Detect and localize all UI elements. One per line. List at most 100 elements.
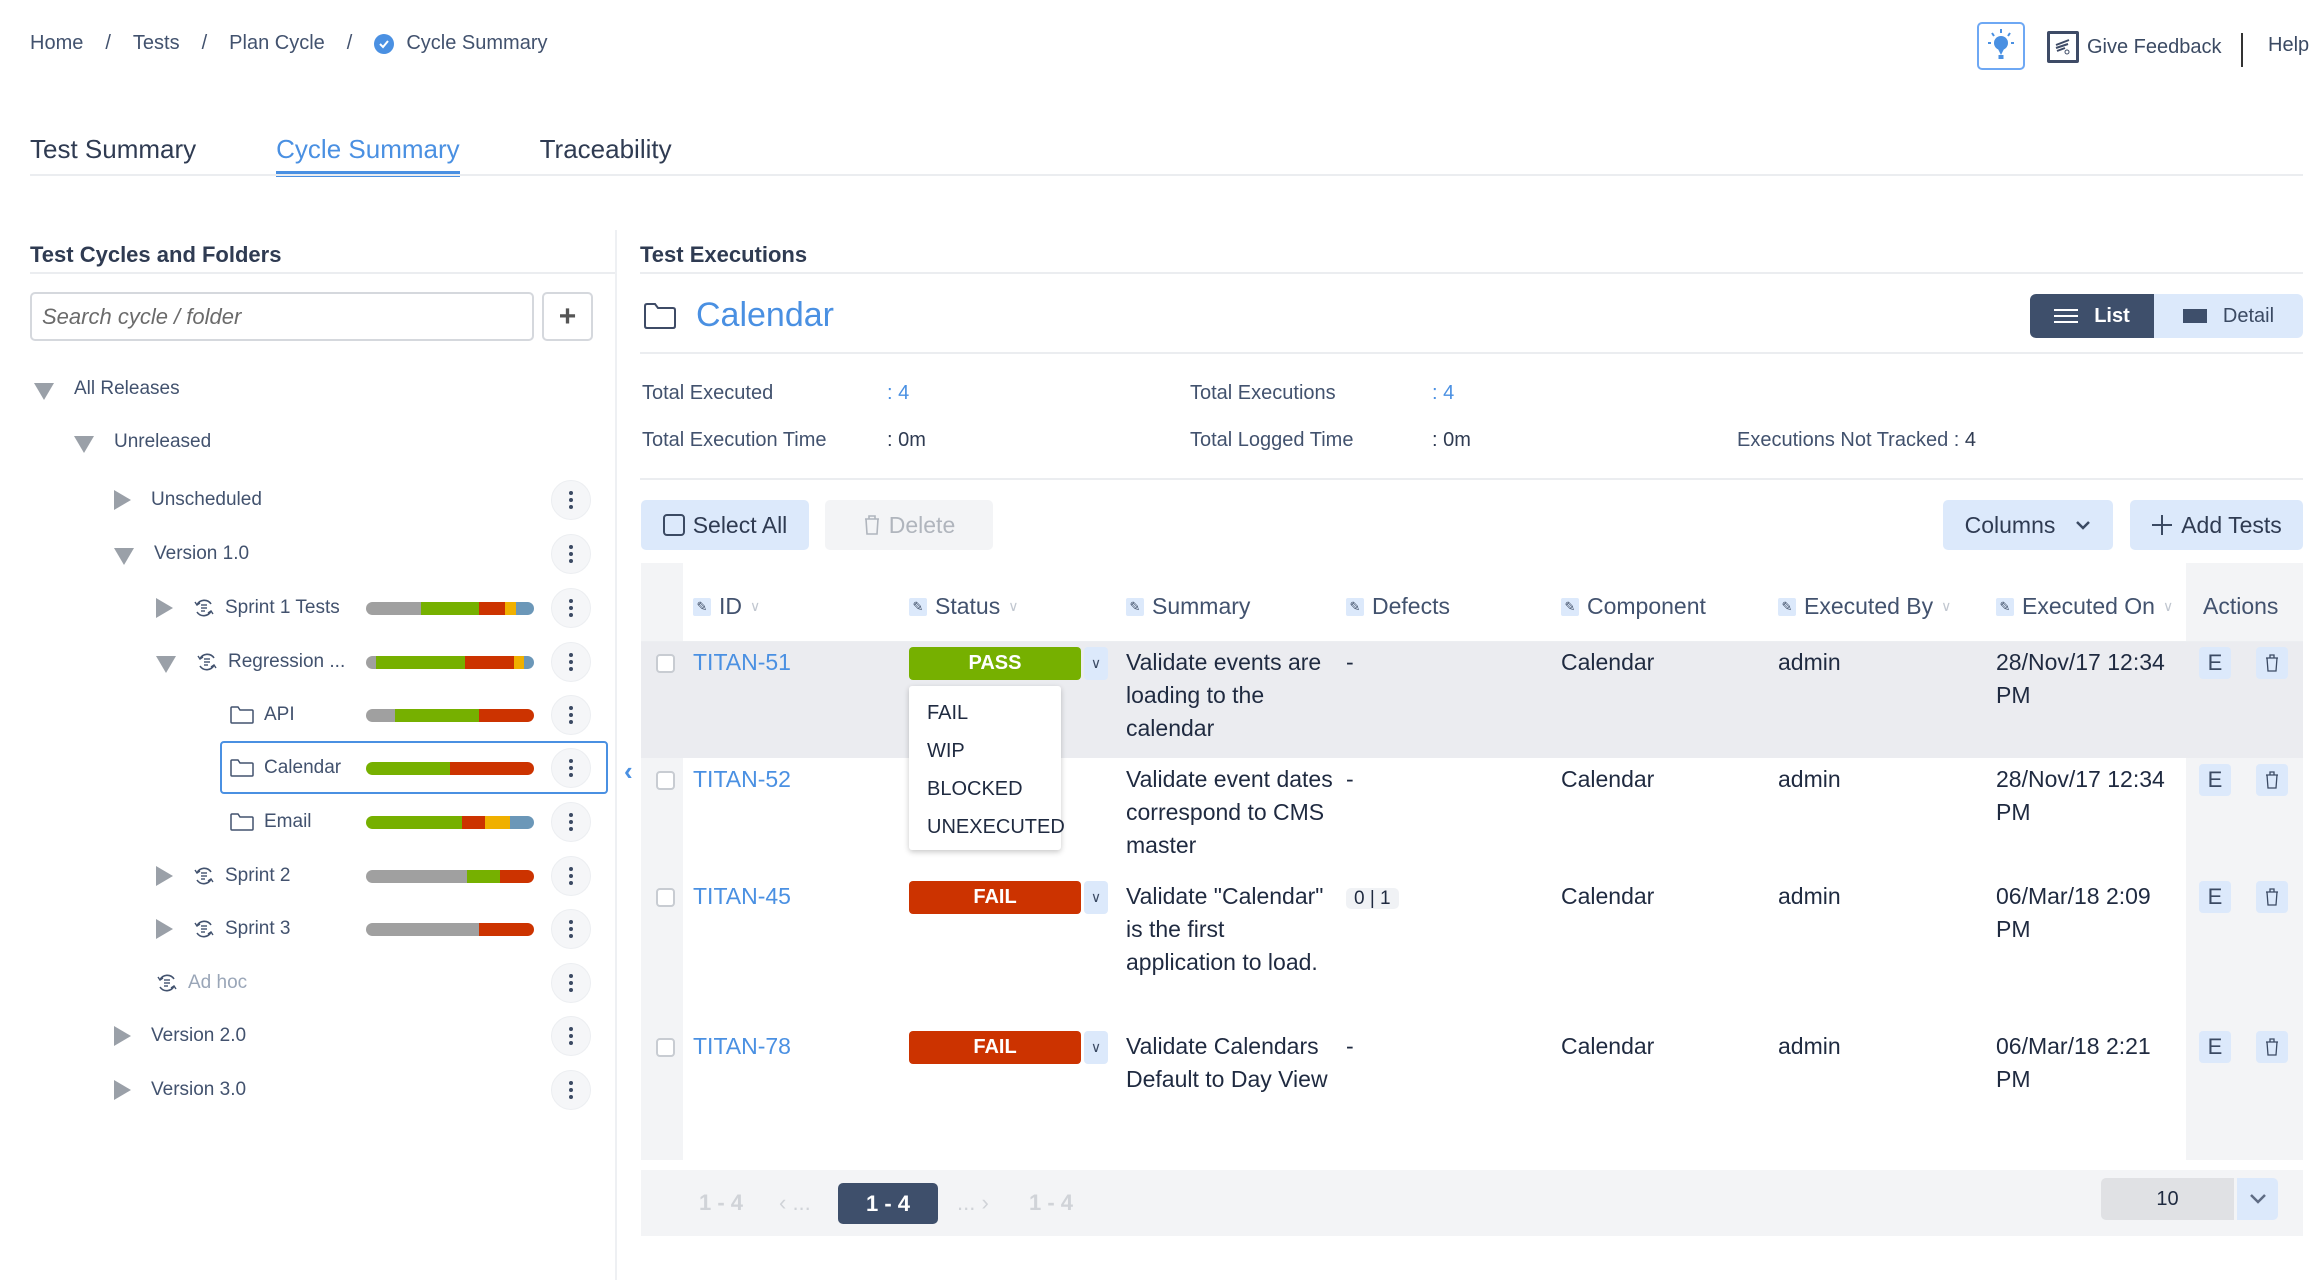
execute-button[interactable]: E <box>2199 1031 2231 1063</box>
tree-item[interactable]: Email <box>230 802 312 842</box>
tab-cycle-summary[interactable]: Cycle Summary <box>276 134 461 177</box>
status-dropdown-toggle[interactable]: ∨ <box>1084 647 1108 680</box>
column-header-defects[interactable]: ✎ Defects <box>1346 593 1450 620</box>
caret-right-icon[interactable] <box>156 919 173 939</box>
more-options-icon[interactable] <box>551 534 591 574</box>
pin-icon[interactable]: ✎ <box>1126 597 1144 616</box>
panel-splitter[interactable] <box>615 230 617 1280</box>
columns-dropdown[interactable]: Columns <box>1943 500 2113 550</box>
page-size-select[interactable]: 10 <box>2101 1178 2234 1220</box>
more-options-icon[interactable] <box>551 856 591 896</box>
delete-row-button[interactable] <box>2256 881 2288 913</box>
tree-item[interactable]: Sprint 1 Tests <box>156 588 340 628</box>
caret-down-icon[interactable] <box>114 547 134 565</box>
tree-item[interactable]: Sprint 2 <box>156 856 290 896</box>
caret-right-icon[interactable] <box>114 490 131 510</box>
table-row[interactable]: TITAN-52 Validate event dates correspond… <box>641 759 2303 876</box>
detail-view-button[interactable]: Detail <box>2154 294 2303 338</box>
tree-item[interactable]: Version 2.0 <box>114 1016 246 1056</box>
add-tests-button[interactable]: Add Tests <box>2130 500 2303 550</box>
pin-icon[interactable]: ✎ <box>1778 597 1796 616</box>
more-options-icon[interactable] <box>551 963 591 1003</box>
breadcrumb-home[interactable]: Home <box>30 32 84 54</box>
pin-icon[interactable]: ✎ <box>909 597 927 616</box>
page-size-dropdown-toggle[interactable] <box>2237 1178 2278 1220</box>
row-checkbox[interactable] <box>656 654 675 673</box>
status-dropdown-toggle[interactable]: ∨ <box>1084 881 1108 914</box>
tree-item[interactable]: Ad hoc <box>156 963 247 1003</box>
breadcrumb-plan-cycle[interactable]: Plan Cycle <box>229 32 325 54</box>
tree-item[interactable]: All Releases <box>34 369 180 409</box>
delete-button[interactable]: Delete <box>825 500 993 550</box>
tree-item[interactable]: Version 3.0 <box>114 1070 246 1110</box>
status-option-blocked[interactable]: BLOCKED <box>927 777 1023 800</box>
tree-item[interactable]: Version 1.0 <box>114 534 249 574</box>
more-options-icon[interactable] <box>551 1070 591 1110</box>
caret-down-icon[interactable] <box>74 435 94 453</box>
row-checkbox[interactable] <box>656 771 675 790</box>
first-page-button[interactable]: 1 - 4 <box>699 1190 744 1215</box>
tree-item[interactable]: API <box>230 695 295 735</box>
execute-button[interactable]: E <box>2199 881 2231 913</box>
status-badge[interactable]: FAIL <box>909 881 1081 914</box>
pin-icon[interactable]: ✎ <box>693 597 711 616</box>
defect-count-badge[interactable]: 0 | 1 <box>1346 888 1399 909</box>
execution-id-link[interactable]: TITAN-52 <box>693 766 791 792</box>
more-options-icon[interactable] <box>551 748 591 788</box>
status-dropdown-toggle[interactable]: ∨ <box>1084 1031 1108 1064</box>
delete-row-button[interactable] <box>2256 1031 2288 1063</box>
column-header-executed-by[interactable]: ✎ Executed By ∨ <box>1778 593 1951 620</box>
pin-icon[interactable]: ✎ <box>1996 597 2014 616</box>
status-option-unexecuted[interactable]: UNEXECUTED <box>927 815 1065 838</box>
more-options-icon[interactable] <box>551 909 591 949</box>
delete-row-button[interactable] <box>2256 647 2288 679</box>
more-options-icon[interactable] <box>551 480 591 520</box>
execution-id-link[interactable]: TITAN-78 <box>693 1033 791 1059</box>
tree-item[interactable]: Calendar <box>230 748 341 788</box>
next-page-button[interactable]: ... › <box>957 1190 989 1215</box>
more-options-icon[interactable] <box>551 588 591 628</box>
tips-button[interactable] <box>1977 22 2025 70</box>
column-header-summary[interactable]: ✎ Summary <box>1126 593 1250 620</box>
table-row[interactable]: TITAN-78 FAIL ∨ Validate Calendars Defau… <box>641 1026 2303 1160</box>
tree-item[interactable]: Regression ... <box>156 642 345 682</box>
column-header-status[interactable]: ✎ Status ∨ <box>909 593 1018 620</box>
current-page[interactable]: 1 - 4 <box>838 1183 938 1224</box>
execute-button[interactable]: E <box>2199 647 2231 679</box>
pin-icon[interactable]: ✎ <box>1561 597 1579 616</box>
caret-down-icon[interactable] <box>34 382 54 400</box>
give-feedback-button[interactable]: Give Feedback <box>2047 30 2222 64</box>
table-row[interactable]: TITAN-45 FAIL ∨ Validate "Calendar" is t… <box>641 876 2303 1026</box>
more-options-icon[interactable] <box>551 802 591 842</box>
pin-icon[interactable]: ✎ <box>1346 597 1364 616</box>
more-options-icon[interactable] <box>551 695 591 735</box>
tab-traceability[interactable]: Traceability <box>539 134 672 164</box>
execution-id-link[interactable]: TITAN-51 <box>693 649 791 675</box>
row-checkbox[interactable] <box>656 888 675 907</box>
collapse-panel-icon[interactable]: ‹ <box>624 756 633 786</box>
prev-page-button[interactable]: ‹ ... <box>779 1190 811 1215</box>
search-cycle-input[interactable] <box>30 292 534 341</box>
more-options-icon[interactable] <box>551 1016 591 1056</box>
status-badge[interactable]: FAIL <box>909 1031 1081 1064</box>
last-page-button[interactable]: 1 - 4 <box>1029 1190 1074 1215</box>
select-all-button[interactable]: Select All <box>641 500 809 550</box>
more-options-icon[interactable] <box>551 642 591 682</box>
tree-item[interactable]: Unscheduled <box>114 480 262 520</box>
caret-right-icon[interactable] <box>156 866 173 886</box>
row-checkbox[interactable] <box>656 1038 675 1057</box>
caret-right-icon[interactable] <box>114 1080 131 1100</box>
tree-item[interactable]: Unreleased <box>74 422 211 462</box>
column-header-id[interactable]: ✎ ID ∨ <box>693 593 760 620</box>
tree-item[interactable]: Sprint 3 <box>156 909 290 949</box>
caret-right-icon[interactable] <box>114 1026 131 1046</box>
status-option-fail[interactable]: FAIL <box>927 701 969 724</box>
column-header-executed-on[interactable]: ✎ Executed On ∨ <box>1996 593 2173 620</box>
list-view-button[interactable]: List <box>2030 294 2154 338</box>
caret-down-icon[interactable] <box>156 655 176 673</box>
status-option-wip[interactable]: WIP <box>927 739 965 762</box>
add-cycle-button[interactable]: + <box>542 292 593 341</box>
tab-test-summary[interactable]: Test Summary <box>30 134 197 164</box>
status-badge[interactable]: PASS <box>909 647 1081 680</box>
execute-button[interactable]: E <box>2199 764 2231 796</box>
